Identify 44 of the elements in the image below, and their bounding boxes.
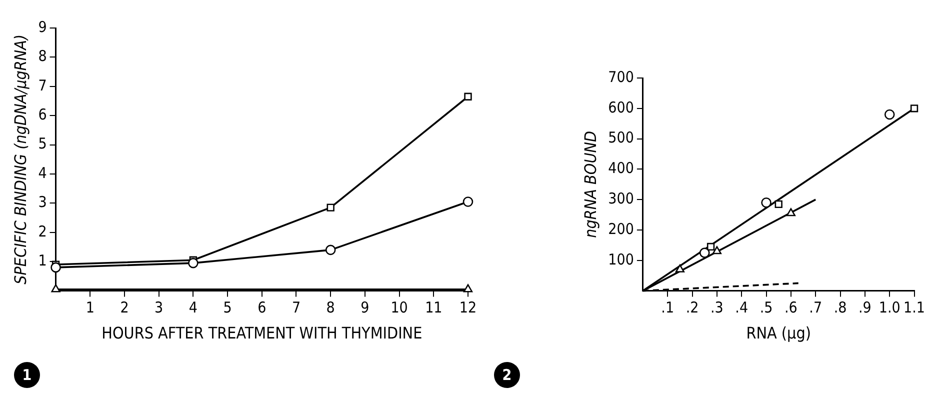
x-tick-label: 7 [292, 298, 301, 317]
y-tick-label: 7 [38, 76, 47, 94]
x-tick-label: .4 [735, 298, 748, 317]
y-tick-label: 4 [38, 164, 47, 182]
text: 2 [494, 362, 520, 388]
x-tick-label: .5 [760, 298, 773, 317]
y-tick-label: 500 [608, 128, 634, 147]
x-tick-label: 8 [326, 298, 335, 317]
y-tick-label: 2 [38, 222, 47, 240]
x-tick-label: .1 [661, 298, 674, 317]
x-tick-label: 6 [258, 298, 266, 317]
x-axis-title: RNA (µg) [746, 324, 811, 343]
y-axis-title: ngRNA BOUND [580, 130, 600, 238]
x-tick-label: 1.0 [878, 298, 900, 317]
x-tick-label: 1.1 [904, 298, 925, 317]
x-tick-label: 10 [390, 298, 408, 317]
x-tick-label: 12 [459, 298, 477, 317]
y-tick-label: 600 [608, 98, 634, 116]
y-tick-label: 700 [608, 68, 634, 86]
x-tick-label: .8 [834, 298, 847, 317]
x-tick-label: .6 [784, 298, 798, 317]
x-tick-label: 4 [188, 298, 198, 317]
y-tick-label: 3 [38, 193, 47, 212]
x-tick-label: 2 [120, 298, 129, 317]
x-tick-label: 1 [86, 298, 94, 317]
y-tick-label: 1 [38, 251, 47, 270]
y-tick-label: 400 [608, 159, 634, 178]
x-tick-label: .9 [858, 298, 872, 317]
y-tick-label: 300 [608, 189, 634, 208]
x-tick-label: 3 [154, 298, 164, 317]
x-tick-label: .3 [710, 298, 724, 317]
x-tick-label: .7 [809, 298, 822, 317]
y-tick-label: 8 [38, 47, 47, 66]
y-tick-label: 5 [38, 134, 47, 153]
x-tick-label: .2 [686, 298, 699, 317]
y-axis-title: SPECIFIC BINDING (ngDNA/µgRNA) [10, 34, 30, 284]
x-tick-label: 9 [360, 298, 370, 317]
x-axis-title: HOURS AFTER TREATMENT WITH THYMIDINE [102, 324, 422, 343]
x-tick-label: 5 [223, 298, 232, 317]
y-tick-label: 6 [38, 105, 47, 124]
y-tick-label: 100 [608, 250, 634, 268]
y-tick-label: 9 [38, 18, 47, 36]
y-tick-label: 200 [608, 220, 634, 238]
x-tick-label: 11 [425, 298, 442, 317]
